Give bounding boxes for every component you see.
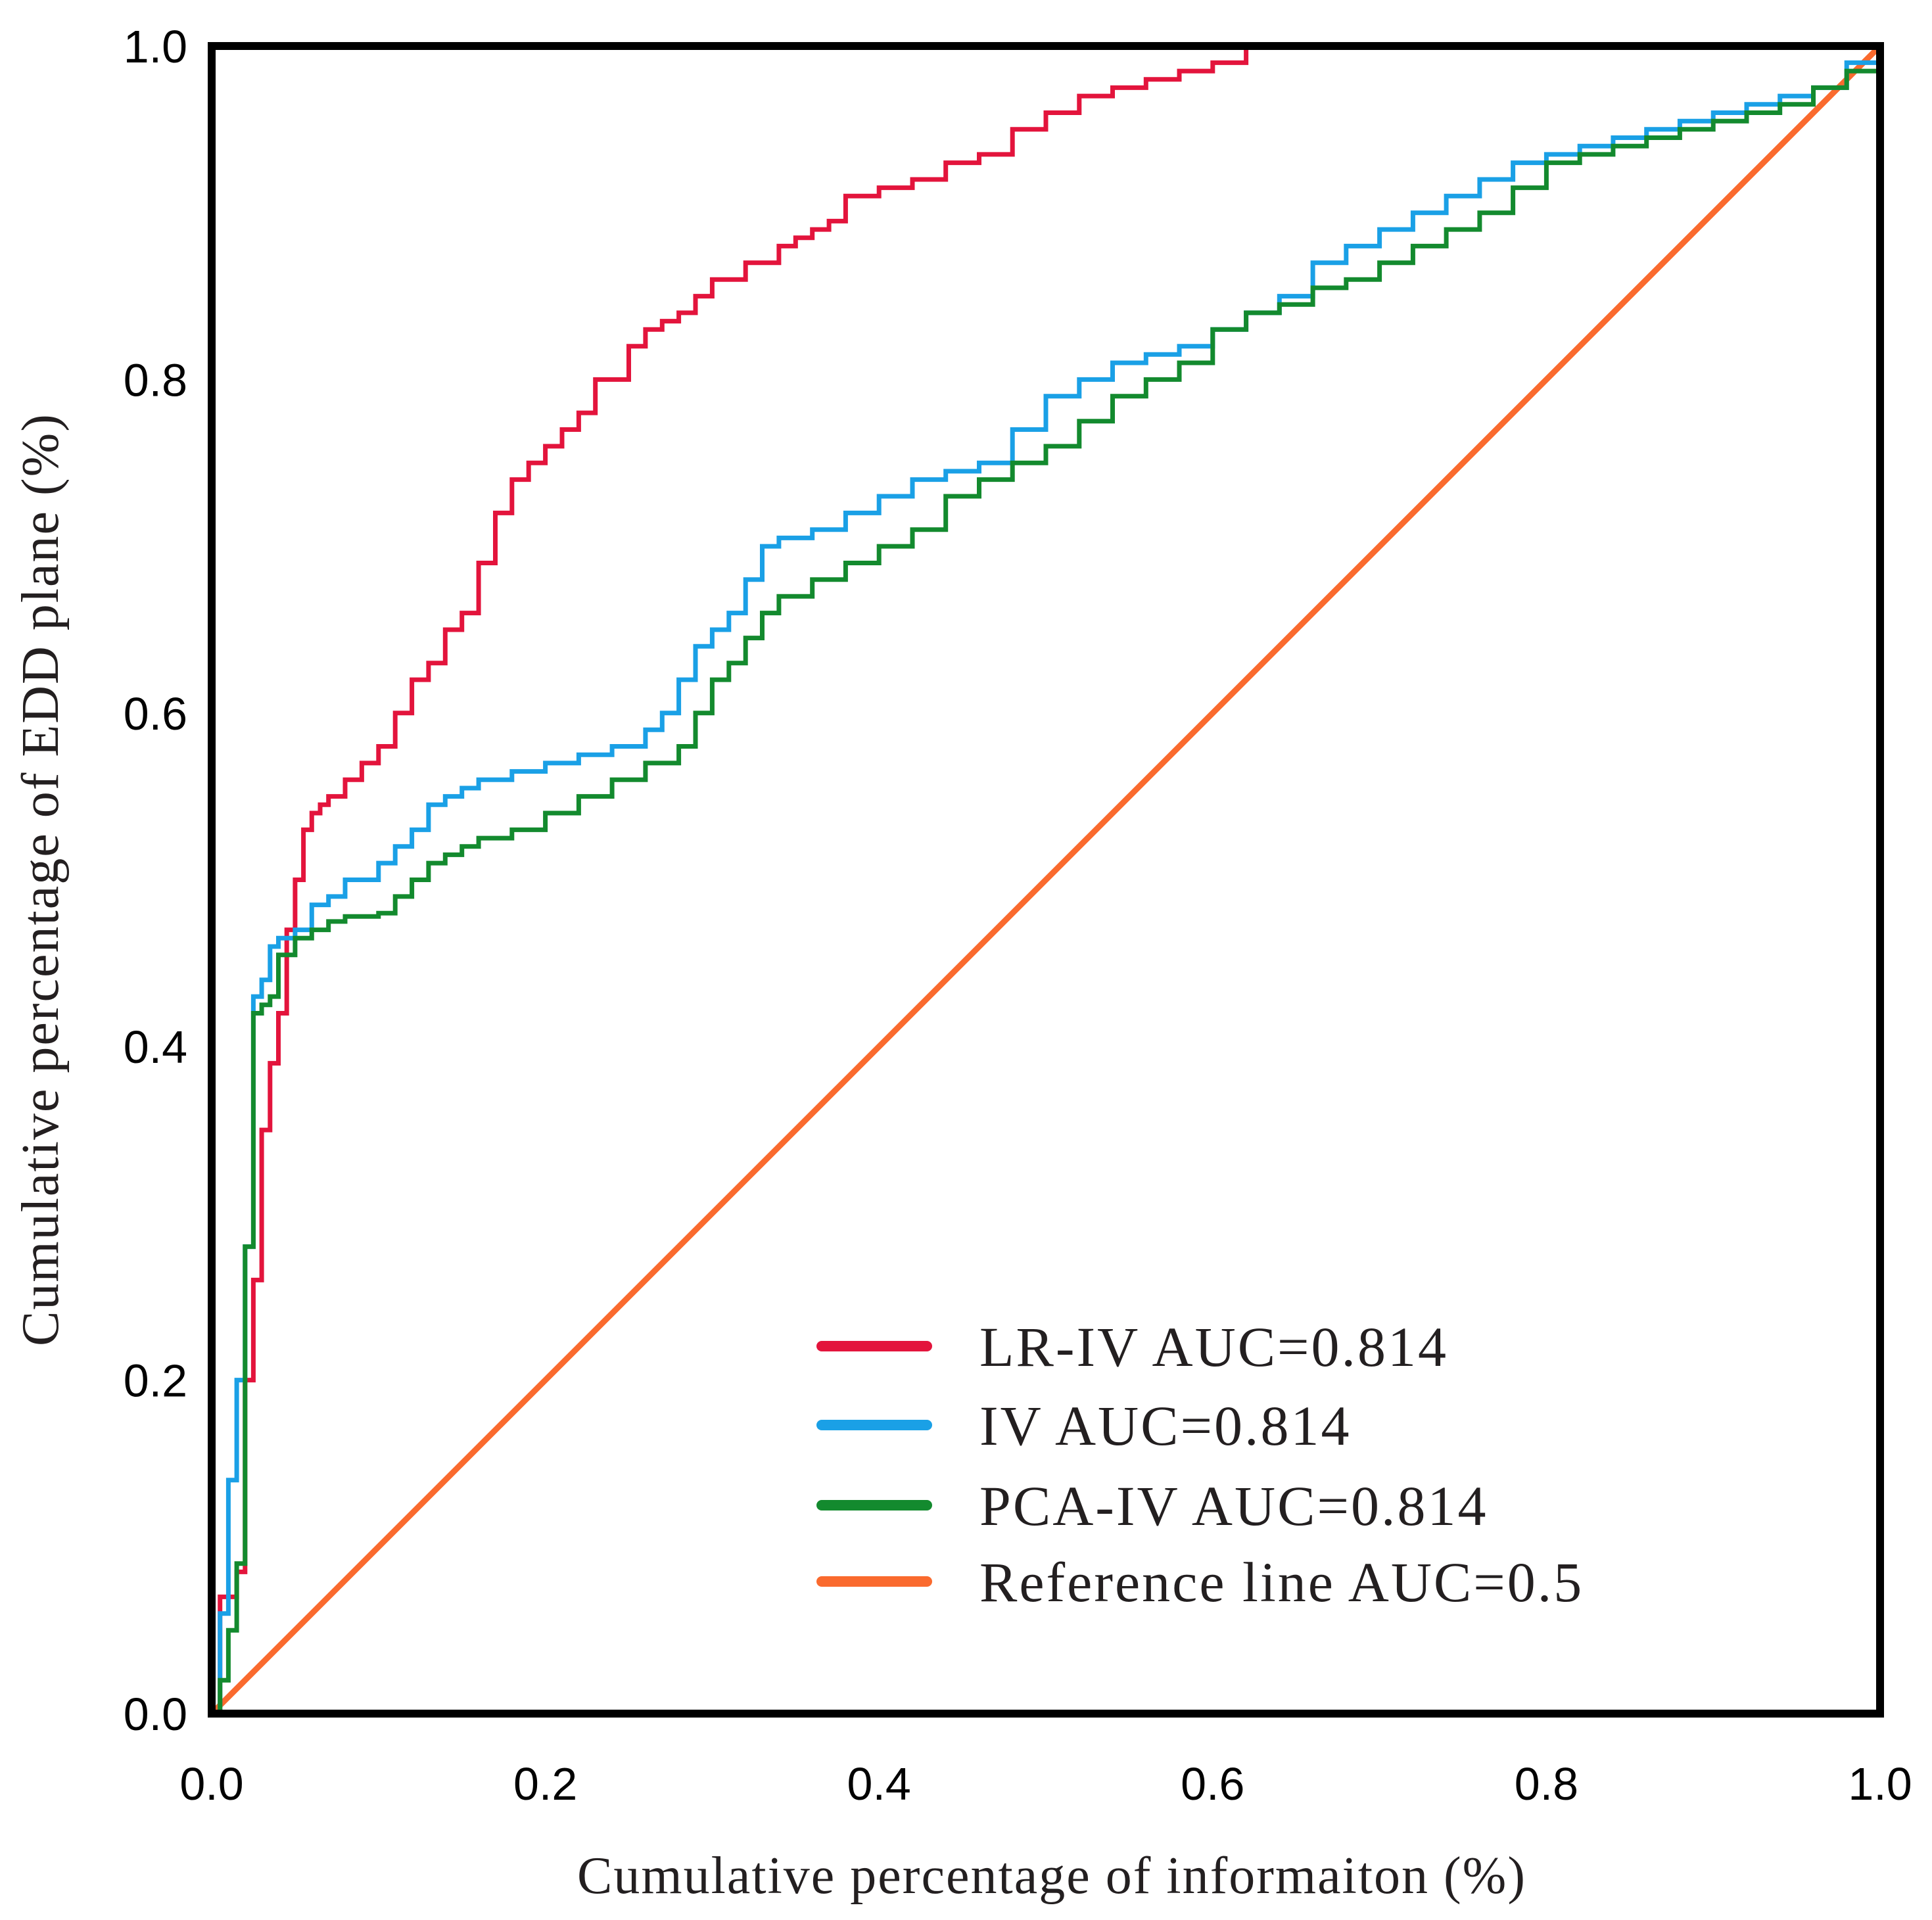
y-axis-title: Cumulative percentage of EDD plane (%) — [12, 413, 70, 1346]
y-tick-label: 0.2 — [124, 1355, 187, 1407]
legend-label-reference-line: Reference line AUC=0.5 — [979, 1551, 1584, 1614]
legend-label-pca-iv: PCA-IV AUC=0.814 — [979, 1474, 1488, 1537]
x-tick-label: 1.0 — [1848, 1758, 1912, 1810]
series-line-iv — [209, 43, 1883, 1716]
series-line-reference-line — [208, 43, 1883, 1717]
y-axis-ticks: 0.0 0.2 0.4 0.6 0.8 1.0 — [124, 21, 187, 1740]
x-tick-label: 0.0 — [179, 1758, 243, 1810]
legend: LR-IV AUC=0.814 IV AUC=0.814 PCA-IV AUC=0.… — [816, 1315, 1584, 1614]
y-tick-label: 0.6 — [124, 688, 187, 739]
legend-label-iv: IV AUC=0.814 — [979, 1394, 1352, 1457]
plot-frame — [208, 42, 1884, 1718]
y-tick-label: 0.4 — [124, 1021, 187, 1073]
y-tick-label: 0.8 — [124, 354, 187, 406]
x-tick-label: 0.6 — [1181, 1758, 1244, 1810]
series-layer — [208, 43, 1883, 1717]
x-axis-title: Cumulative percentage of informaiton (%) — [577, 1847, 1526, 1905]
x-tick-label: 0.8 — [1515, 1758, 1578, 1810]
y-tick-label: 0.0 — [124, 1689, 187, 1740]
legend-label-lr-iv: LR-IV AUC=0.814 — [979, 1315, 1448, 1378]
x-axis-ticks: 0.0 0.2 0.4 0.6 0.8 1.0 — [179, 1758, 1912, 1810]
x-tick-label: 0.4 — [847, 1758, 911, 1810]
y-tick-label: 1.0 — [124, 21, 187, 72]
x-tick-label: 0.2 — [513, 1758, 577, 1810]
series-line-pca-iv — [209, 43, 1883, 1716]
series-line-lr-iv — [209, 43, 1883, 1716]
